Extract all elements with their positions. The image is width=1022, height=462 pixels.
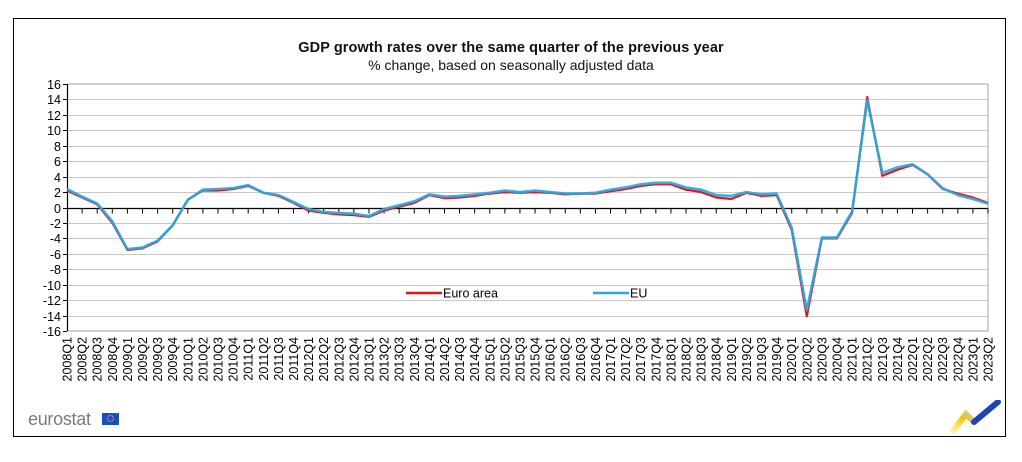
x-tick-label: 2014Q3 [453, 337, 467, 382]
x-tick-label: 2012Q2 [317, 337, 331, 382]
x-tick-label: 2017Q3 [634, 337, 648, 382]
x-tick-label: 2017Q2 [619, 337, 633, 382]
x-tick-label: 2021Q3 [876, 337, 890, 382]
x-tick-label: 2020Q2 [800, 337, 814, 382]
x-tick-label: 2009Q3 [151, 337, 165, 382]
x-tick-label: 2011Q4 [287, 337, 301, 381]
eurostat-swoosh-icon [950, 400, 1001, 434]
x-tick-label: 2011Q1 [242, 337, 256, 381]
x-tick-label: 2009Q2 [136, 337, 150, 382]
x-tick-label: 2016Q3 [574, 337, 588, 382]
x-tick-label: 2020Q1 [785, 337, 799, 382]
x-tick-label: 2011Q3 [272, 337, 286, 381]
x-tick-label: 2017Q1 [604, 337, 618, 382]
y-tick-label: -6 [50, 248, 61, 262]
x-tick-label: 2008Q1 [61, 337, 75, 382]
x-tick-label: 2015Q1 [483, 337, 497, 382]
x-tick-label: 2011Q2 [257, 337, 271, 381]
y-tick-label: -8 [50, 263, 61, 277]
x-tick-label: 2009Q1 [121, 337, 135, 382]
eu-flag-icon [102, 413, 119, 425]
y-tick-label: 6 [54, 155, 61, 169]
chart-subtitle: % change, based on seasonally adjusted d… [368, 57, 654, 73]
y-tick-label: 2 [54, 186, 61, 200]
x-tick-label: 2021Q1 [846, 337, 860, 382]
x-tick-label: 2020Q3 [815, 337, 829, 382]
x-tick-label: 2016Q4 [589, 337, 603, 382]
x-tick-label: 2010Q4 [227, 337, 241, 382]
y-tick-label: 16 [47, 78, 61, 92]
x-tick-label: 2016Q1 [544, 337, 558, 382]
x-tick-label: 2010Q2 [196, 337, 210, 382]
y-tick-label: -16 [43, 325, 61, 339]
x-tick-label: 2018Q3 [695, 337, 709, 382]
x-tick-label: 2009Q4 [166, 337, 180, 382]
x-tick-label: 2012Q3 [332, 337, 346, 382]
x-tick-label: 2014Q4 [468, 337, 482, 382]
gridlines [67, 83, 989, 332]
series-lines [66, 95, 989, 318]
x-tick-label: 2018Q2 [680, 337, 694, 382]
x-tick-label: 2022Q1 [906, 337, 920, 382]
x-tick-label: 2018Q1 [664, 337, 678, 382]
x-tick-label: 2017Q4 [649, 337, 663, 382]
x-tick-label: 2008Q4 [106, 337, 120, 382]
x-tick-label: 2015Q3 [513, 337, 527, 382]
y-tick-label: -10 [43, 279, 61, 293]
x-tick-label: 2019Q1 [725, 337, 739, 382]
x-tick-label: 2019Q3 [755, 337, 769, 382]
eurostat-logo: eurostat [28, 409, 91, 429]
x-tick-label: 2013Q3 [393, 337, 407, 382]
x-tick-label: 2021Q2 [861, 337, 875, 382]
x-tick-label: 2021Q4 [891, 337, 905, 382]
y-tick-label: 14 [47, 93, 61, 107]
y-tick-label: -12 [43, 294, 61, 308]
y-tick-label: 12 [47, 109, 61, 123]
x-tick-label: 2008Q3 [91, 337, 105, 382]
x-tick-label: 2020Q4 [831, 337, 845, 382]
x-tick-label: 2018Q4 [710, 337, 724, 382]
x-tick-label: 2008Q2 [76, 337, 90, 382]
y-tick-label: -2 [50, 217, 61, 231]
y-tick-label: 10 [47, 124, 61, 138]
x-tick-label: 2023Q1 [966, 337, 980, 382]
legend: Euro area EU [406, 287, 647, 301]
x-axis: 2008Q1 2008Q2 2008Q3 2008Q4 2009Q1 2009Q2 2009… [61, 207, 996, 382]
x-tick-label: 2022Q4 [951, 337, 965, 382]
x-tick-label: 2013Q1 [362, 337, 376, 382]
x-tick-label: 2012Q4 [347, 337, 361, 382]
series-line-eu [66, 98, 989, 312]
chart-frame [13, 18, 1006, 437]
x-tick-label: 2014Q1 [423, 337, 437, 382]
x-tick-label: 2013Q4 [408, 337, 422, 382]
x-tick-label: 2010Q3 [211, 337, 225, 382]
y-tick-label: 8 [54, 140, 61, 154]
x-tick-label: 2015Q2 [498, 337, 512, 382]
x-tick-label: 2012Q1 [302, 337, 316, 382]
x-tick-label: 2023Q2 [982, 337, 996, 382]
x-tick-label: 2016Q2 [559, 337, 573, 382]
series-line-euro-area [66, 95, 989, 318]
x-tick-label: 2019Q2 [740, 337, 754, 382]
y-tick-label: -4 [50, 232, 61, 246]
legend-label: EU [630, 287, 647, 301]
x-tick-label: 2010Q1 [181, 337, 195, 382]
x-tick-label: 2013Q2 [378, 337, 392, 382]
x-tick-label: 2014Q2 [438, 337, 452, 382]
y-tick-label: 0 [54, 202, 61, 216]
x-tick-label: 2022Q2 [921, 337, 935, 382]
x-tick-label: 2022Q3 [936, 337, 950, 382]
y-tick-label: -14 [43, 310, 61, 324]
chart-title: GDP growth rates over the same quarter o… [298, 40, 724, 56]
y-tick-label: 4 [54, 171, 61, 185]
x-tick-label: 2015Q4 [529, 337, 543, 382]
x-tick-label: 2019Q4 [770, 337, 784, 382]
legend-label: Euro area [443, 287, 498, 301]
